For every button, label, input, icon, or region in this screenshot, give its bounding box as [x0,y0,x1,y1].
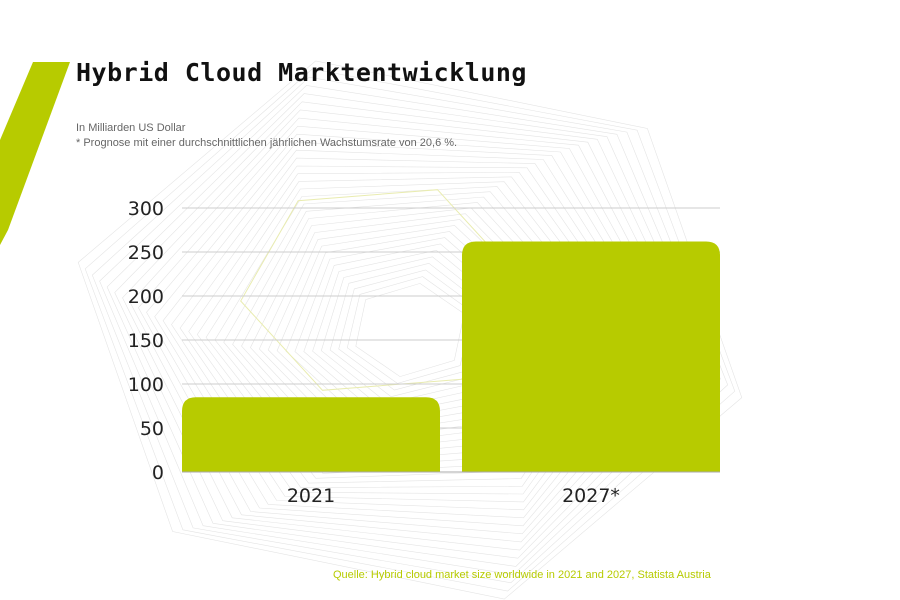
subtitle-block: In Milliarden US Dollar * Prognose mit e… [76,121,457,151]
x-tick-label-2027: 2027* [562,485,620,507]
y-tick-label-300: 300 [128,198,164,220]
bar-2027 [462,241,720,472]
y-tick-label-250: 250 [128,242,164,264]
bar-2021 [182,397,440,472]
unit-note: In Milliarden US Dollar [76,122,186,134]
y-axis-ticks: 0 50 100 150 200 250 300 [128,198,164,484]
y-tick-label-100: 100 [128,374,164,396]
page-title: Hybrid Cloud Marktentwicklung [76,58,527,87]
accent-stripe [0,62,70,245]
x-axis-ticks: 2021 2027* [287,485,620,507]
source-note: Quelle: Hybrid cloud market size worldwi… [333,569,711,581]
y-tick-label-0: 0 [152,462,164,484]
x-tick-label-2021: 2021 [287,485,335,507]
y-tick-label-200: 200 [128,286,164,308]
y-tick-label-150: 150 [128,330,164,352]
bars [182,241,720,472]
forecast-note: * Prognose mit einer durchschnittlichen … [76,137,458,149]
y-tick-label-50: 50 [140,418,164,440]
